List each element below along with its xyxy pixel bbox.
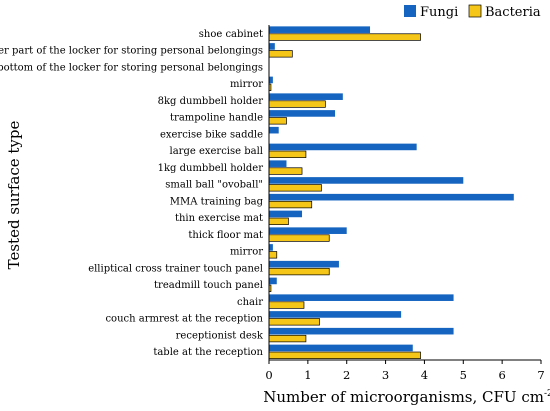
bars-group (268, 26, 514, 359)
legend-swatch-fungi (404, 5, 416, 17)
category-label-13: mirror (230, 247, 263, 258)
x-axis-ticks: 0 1 2 3 4 5 6 7 (265, 360, 545, 382)
x-tick-label-6: 6 (498, 368, 505, 382)
category-label-19: table at the reception (153, 347, 263, 358)
bar-fungi-3 (269, 76, 273, 84)
bar-fungi-13 (269, 244, 273, 251)
category-label-4: 8kg dumbbell holder (158, 96, 264, 107)
category-label-17: couch armrest at the reception (105, 314, 263, 325)
x-tick-label-0: 0 (265, 368, 272, 382)
bar-fungi-9 (269, 177, 464, 184)
bar-bacteria-17 (268, 318, 320, 326)
bar-bacteria-8 (268, 167, 303, 175)
bar-fungi-12 (269, 227, 347, 234)
category-label-5: trampoline handle (170, 113, 263, 124)
legend-label-bacteria: Bacteria (485, 5, 541, 20)
bar-bacteria-16 (268, 301, 305, 309)
bar-fungi-11 (269, 210, 303, 218)
legend-label-fungi: Fungi (420, 5, 458, 20)
bar-bacteria-11 (268, 217, 289, 225)
x-axis-title: Number of microorganisms, CFU cm-2 (263, 388, 550, 406)
category-label-11: thin exercise mat (175, 213, 263, 224)
bar-fungi-18 (269, 327, 454, 335)
bar-bacteria-12 (268, 234, 330, 242)
category-label-3: mirror (230, 79, 263, 90)
bar-fungi-8 (269, 160, 287, 167)
category-label-12: thick floor mat (188, 230, 263, 241)
x-tick-label-4: 4 (421, 368, 428, 382)
bar-fungi-17 (269, 311, 402, 318)
y-axis-title: Tested surface type (5, 121, 23, 270)
bar-bacteria-14 (268, 267, 330, 276)
bar-fungi-7 (269, 143, 417, 151)
bar-fungi-19 (269, 344, 413, 352)
bar-fungi-10 (269, 193, 514, 201)
x-tick-label-1: 1 (304, 368, 311, 382)
legend-swatch-bacteria (468, 4, 482, 18)
x-tick-label-2: 2 (343, 368, 350, 382)
bar-bacteria-19 (268, 351, 421, 359)
bar-fungi-1 (269, 43, 275, 50)
bar-bacteria-10 (268, 200, 313, 209)
category-label-15: treadmill touch panel (154, 280, 263, 291)
bar-fungi-4 (269, 93, 343, 100)
bar-fungi-14 (269, 260, 339, 268)
bar-bacteria-4 (268, 100, 326, 108)
category-label-6: exercise bike saddle (160, 129, 263, 140)
bar-fungi-0 (269, 26, 371, 33)
category-label-0: shoe cabinet (199, 29, 263, 40)
category-label-8: 1kg dumbbell holder (158, 163, 264, 174)
legend: Fungi Bacteria (404, 4, 541, 20)
bar-fungi-6 (269, 126, 279, 134)
category-label-16: chair (237, 297, 263, 308)
category-label-10: MMA training bag (170, 196, 264, 207)
bar-bacteria-5 (268, 117, 287, 125)
bar-bacteria-1 (268, 50, 293, 58)
bar-fungi-15 (269, 277, 277, 285)
category-labels: shoe cabinet outer part of the locker for… (0, 29, 264, 358)
category-label-1: outer part of the locker for storing per… (0, 46, 263, 57)
category-label-14: elliptical cross trainer touch panel (88, 263, 263, 274)
bar-bacteria-18 (268, 334, 307, 343)
category-label-7: large exercise ball (170, 146, 263, 157)
bar-fungi-16 (269, 294, 454, 301)
bar-bacteria-7 (268, 150, 307, 158)
category-label-9: small ball "ovoball" (165, 180, 263, 191)
bar-fungi-5 (269, 110, 336, 117)
category-label-18: receptionist desk (176, 330, 264, 341)
x-axis-title-superscript: -2 (544, 389, 550, 399)
x-tick-label-3: 3 (382, 368, 389, 382)
bar-bacteria-13 (268, 251, 278, 259)
category-label-2: bottom of the locker for storing persona… (0, 62, 263, 73)
x-tick-label-7: 7 (537, 368, 544, 382)
bar-bacteria-0 (268, 33, 421, 41)
bar-bacteria-9 (268, 184, 322, 192)
x-tick-label-5: 5 (460, 368, 467, 382)
